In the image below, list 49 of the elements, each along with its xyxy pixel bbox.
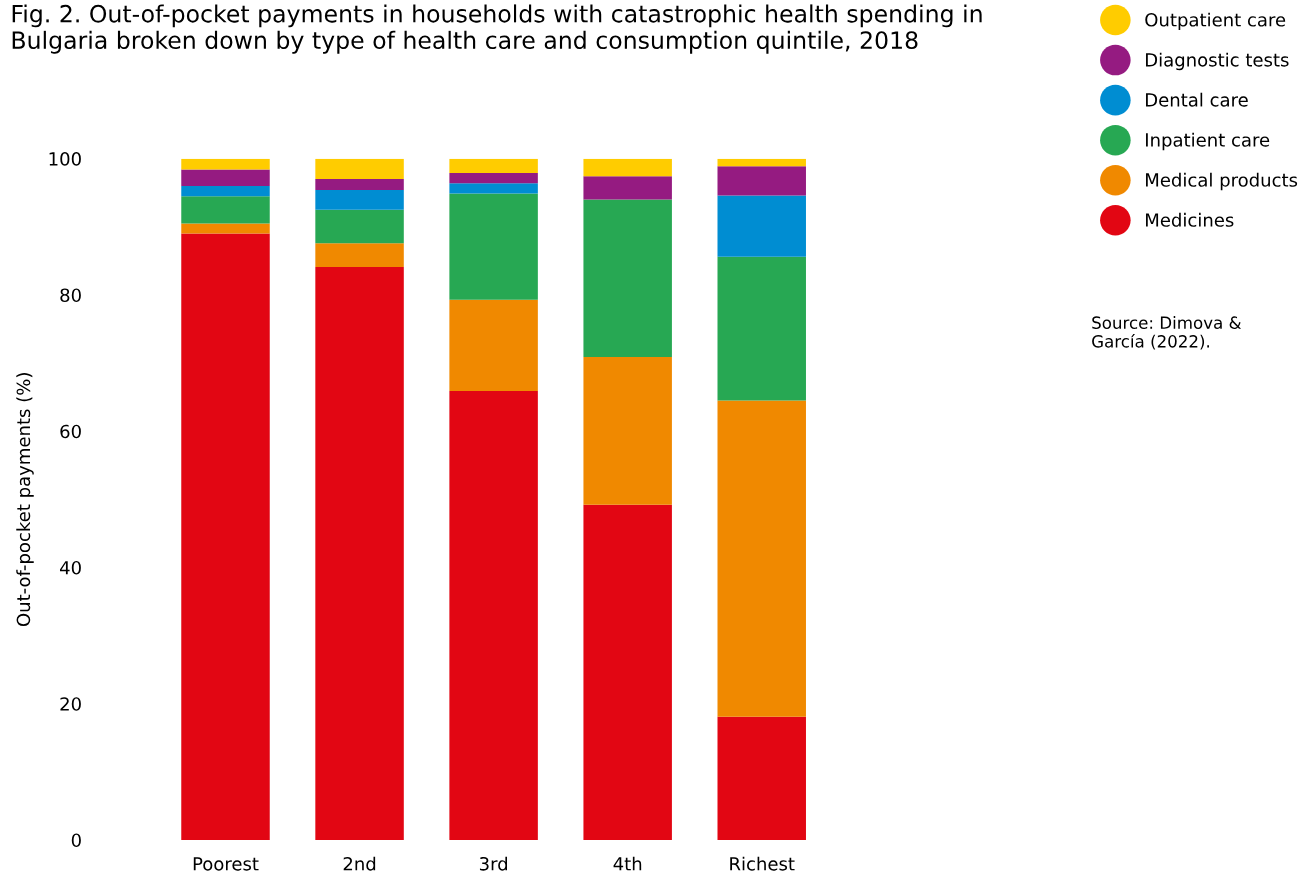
bar (449, 183, 538, 194)
bar (315, 158, 404, 180)
bar (717, 195, 806, 257)
bar (449, 158, 538, 173)
x-tick-label: 2nd (343, 856, 376, 871)
bar (583, 504, 672, 840)
legend-label: Medicines (1146, 212, 1234, 227)
bar (315, 266, 404, 840)
bar (583, 176, 672, 200)
x-tick-label: Richest (730, 856, 795, 871)
legend-label: Outpatient care (1145, 12, 1286, 31)
legend-label: Diagnostic tests (1146, 52, 1289, 71)
y-tick-label: 80 (60, 288, 81, 303)
bar (181, 233, 270, 840)
y-tick-label: 100 (49, 152, 81, 166)
bar (583, 199, 672, 357)
source-note: Source: Dimova & García (2022). (1092, 316, 1242, 350)
y-tick-label: 60 (60, 424, 81, 439)
bar (717, 166, 806, 196)
bar (717, 256, 806, 401)
x-tick-label: 4th (613, 856, 642, 871)
bar (181, 158, 270, 170)
bar (449, 299, 538, 391)
y-axis-title: Out-of-pocket payments (%) (16, 373, 34, 627)
bar (583, 356, 672, 505)
bar (181, 223, 270, 234)
bar (449, 390, 538, 840)
bar (315, 179, 404, 190)
bar (315, 190, 404, 210)
bar (315, 209, 404, 244)
bar (449, 172, 538, 184)
bar (315, 243, 404, 267)
x-tick-label: Poorest (193, 857, 259, 871)
legend-label: Medical products (1146, 172, 1298, 191)
legend-label: Inpatient care (1146, 132, 1270, 151)
bar (181, 169, 270, 186)
y-tick-label: 0 (71, 833, 81, 848)
x-tick-label: 3rd (479, 856, 508, 871)
bar (717, 716, 806, 840)
bar (583, 158, 672, 177)
bar (717, 400, 806, 717)
y-tick-label: 20 (60, 697, 81, 711)
legend-label: Dental care (1146, 92, 1248, 107)
chart-title: Fig. 2. Out-of-pocket payments in households with catastrophic health spending in Bulgaria broken down by type of health care and consumption quintile, 2018 (12, 4, 982, 54)
bar (717, 158, 806, 167)
bar (181, 185, 270, 197)
bar (449, 193, 538, 300)
bar (181, 196, 270, 224)
y-tick-label: 40 (60, 560, 81, 575)
